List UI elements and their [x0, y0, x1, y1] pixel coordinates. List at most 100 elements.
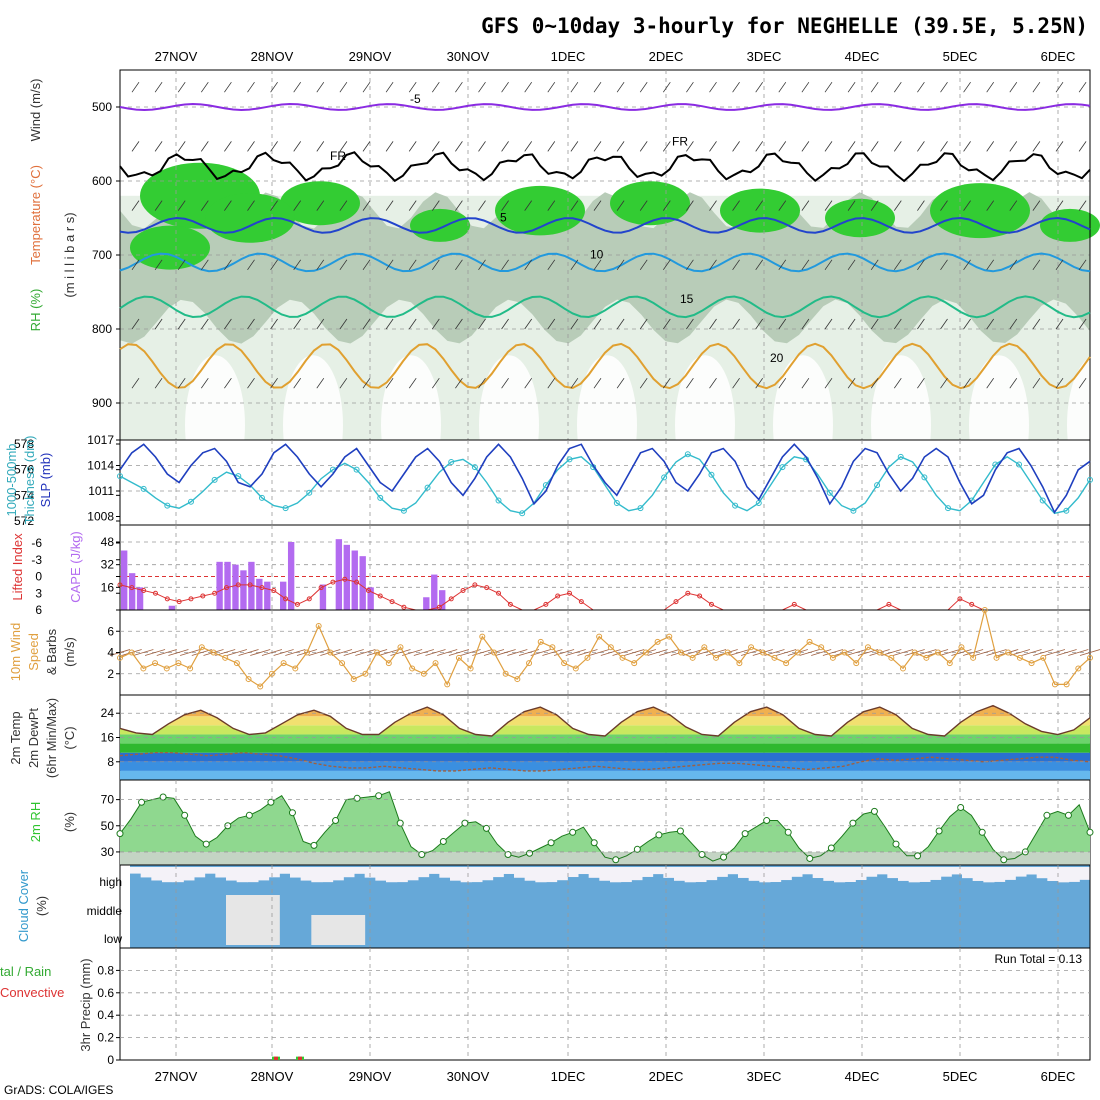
wind-speed-point — [455, 654, 462, 661]
axis-label: (m i l l i b a r s) — [62, 212, 77, 297]
wind-barb — [801, 318, 810, 330]
dry-column — [675, 355, 735, 496]
panel-frame — [119, 947, 1091, 1061]
cloud-low-block — [332, 915, 344, 945]
wind-barb — [501, 318, 509, 330]
cloud-high-gap — [663, 867, 675, 878]
axis-label: Lifted Index — [10, 533, 25, 601]
thickness-point — [661, 474, 668, 481]
cape-bar — [343, 544, 350, 610]
rh2m-point — [375, 792, 383, 800]
wind-barb — [799, 649, 820, 656]
wind-barb — [1055, 318, 1064, 330]
cloud-high-gap — [300, 867, 312, 881]
isotherm-label: 10 — [590, 247, 604, 261]
wind-barb — [547, 200, 556, 211]
wind-barb — [308, 649, 329, 656]
lifted-index-point — [507, 601, 513, 607]
y-tick-label: 0.2 — [97, 1031, 114, 1045]
wind-barb — [917, 81, 925, 93]
wind-speed-point — [526, 660, 533, 667]
wind-barb — [156, 649, 177, 656]
wind-barb — [362, 81, 371, 93]
wind-speed-point — [806, 638, 813, 645]
wind-barb — [686, 81, 694, 93]
wind-barb — [355, 649, 376, 656]
wind-barb — [732, 200, 740, 211]
wind-barb — [624, 649, 645, 656]
cloud-high-gap — [482, 867, 494, 881]
axis-label: Cloud Cover — [16, 869, 31, 942]
wind-barb — [939, 649, 960, 656]
wind-speed-point — [1040, 654, 1047, 661]
thickness-point — [117, 473, 123, 480]
thickness-point — [519, 510, 526, 517]
wind-barb — [940, 318, 948, 330]
bottom-date-label: 5DEC — [943, 1069, 978, 1084]
cloud-high-gap — [1036, 867, 1048, 879]
thickness-point — [874, 482, 881, 489]
wind-barb — [316, 259, 325, 271]
wind-barb — [316, 141, 325, 152]
rh-high-patch — [930, 183, 1030, 239]
slp-thickness-panel: 578 576 574 572 1017 1014 1011 1008 1000-500mb Th… — [4, 433, 1093, 528]
wind-barb — [986, 81, 995, 93]
wind-barb — [154, 81, 163, 93]
wind-speed-point — [117, 654, 123, 661]
cloud-high-gap — [279, 867, 291, 874]
wind-barb — [247, 141, 255, 152]
rh-high-patch — [1040, 208, 1100, 242]
wind-barb — [250, 649, 271, 656]
cloud-high-gap — [524, 867, 536, 881]
lifted-index-point — [886, 601, 892, 607]
top-date-label: 30NOV — [447, 49, 490, 64]
wind-speed-point — [385, 660, 392, 667]
cloud-low-block — [226, 895, 238, 945]
y-tick-label: 2 — [107, 667, 114, 681]
wind-barb — [570, 81, 579, 93]
wind-barb — [224, 318, 232, 330]
cloud-low-block — [258, 895, 270, 945]
cape-bar — [240, 570, 247, 610]
wind-barb — [131, 141, 140, 152]
wind-barb — [846, 649, 867, 656]
lifted-index-point — [567, 590, 573, 596]
wind-barb — [824, 259, 833, 271]
wind-barb — [1055, 141, 1064, 152]
y-tick-label: -3 — [31, 553, 42, 567]
wind-barb — [593, 259, 602, 271]
cloud-high-gap — [311, 867, 323, 883]
cloud-high-gap — [322, 867, 334, 883]
wind-barb — [870, 377, 879, 389]
cape-bar — [216, 561, 223, 610]
wind-barb — [1009, 259, 1018, 271]
y-tick-label: 48 — [101, 535, 115, 549]
wind-speed-point — [1087, 654, 1093, 661]
wind-barb — [270, 81, 278, 93]
wind-barb — [709, 377, 717, 389]
wind-speed-point — [233, 660, 240, 667]
wind-barb — [131, 259, 140, 271]
wind-barb — [709, 141, 717, 152]
cloud-high-gap — [876, 867, 888, 875]
wind-barb — [402, 649, 423, 656]
rh2m-point — [676, 827, 684, 835]
cloud-high-gap — [706, 867, 718, 881]
y-tick-label: 572 — [14, 514, 34, 528]
thickness-point — [258, 494, 265, 501]
cloud-low-block — [354, 915, 366, 945]
cloud-cover-panel: high middle low Cloud Cover (%) — [16, 864, 1091, 949]
wind-barb — [570, 377, 579, 389]
lifted-index-point — [472, 582, 478, 588]
lifted-index-point — [223, 585, 229, 591]
y-tick-label: 8 — [107, 755, 114, 769]
wind-barb — [547, 318, 556, 330]
slp-series — [119, 443, 1091, 514]
rh2m-point — [267, 798, 275, 806]
cloud-high-gap — [140, 867, 152, 878]
lifted-index-point — [401, 604, 407, 610]
wind-barb — [177, 318, 186, 330]
temp-series — [119, 704, 1091, 737]
rh2m-point — [310, 841, 318, 849]
isotherm-line — [119, 252, 1091, 273]
